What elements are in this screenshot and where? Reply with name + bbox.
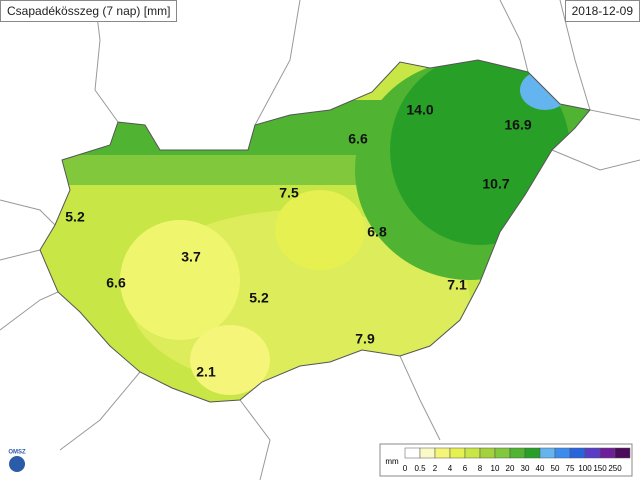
legend-label: 0.5 [414, 464, 426, 473]
legend-label: 40 [536, 464, 545, 473]
legend-swatch [554, 447, 571, 459]
legend-label: 4 [448, 464, 453, 473]
legend-label: 2 [433, 464, 438, 473]
legend-swatch [404, 447, 421, 459]
legend-swatch [509, 447, 526, 459]
station-value: 2.1 [196, 364, 216, 380]
legend-label: 75 [566, 464, 575, 473]
legend-label: 50 [551, 464, 560, 473]
legend-label: 250 [608, 464, 622, 473]
legend-swatch [584, 447, 601, 459]
legend-label: 0 [403, 464, 408, 473]
legend-label: 30 [521, 464, 530, 473]
legend-swatch [599, 447, 616, 459]
station-value: 14.0 [406, 102, 433, 118]
station-value: 6.6 [106, 275, 126, 291]
station-value: 7.1 [447, 277, 467, 293]
legend-swatch [434, 447, 451, 459]
date: 2018-12-09 [564, 0, 640, 22]
legend-label: 8 [478, 464, 483, 473]
legend-swatch [464, 447, 481, 459]
title: Csapadékösszeg (7 nap) [mm] [0, 0, 178, 22]
legend-label: 100 [578, 464, 592, 473]
legend-swatch [494, 447, 511, 459]
station-value: 10.7 [482, 176, 509, 192]
legend-swatch [524, 447, 541, 459]
logo-text: OMSZ [8, 450, 26, 456]
station-value: 5.2 [249, 290, 269, 306]
legend-swatch [539, 447, 556, 459]
legend-swatch [419, 447, 436, 459]
station-value: 7.5 [279, 185, 299, 201]
legend-swatch [614, 447, 631, 459]
legend-swatch [569, 447, 586, 459]
legend-label: 6 [463, 464, 468, 473]
station-value: 3.7 [181, 249, 201, 265]
legend-swatch [479, 447, 496, 459]
legend-unit: mm [385, 457, 399, 466]
legend-label: 150 [593, 464, 607, 473]
station-value: 6.6 [348, 131, 368, 147]
logo-mark [9, 456, 25, 472]
legend-label: 10 [491, 464, 500, 473]
station-value: 7.9 [355, 331, 375, 347]
legend-swatch [449, 447, 466, 459]
station-value: 16.9 [504, 117, 531, 133]
station-value: 6.8 [367, 224, 387, 240]
legend-label: 20 [506, 464, 515, 473]
station-value: 5.2 [65, 209, 85, 225]
